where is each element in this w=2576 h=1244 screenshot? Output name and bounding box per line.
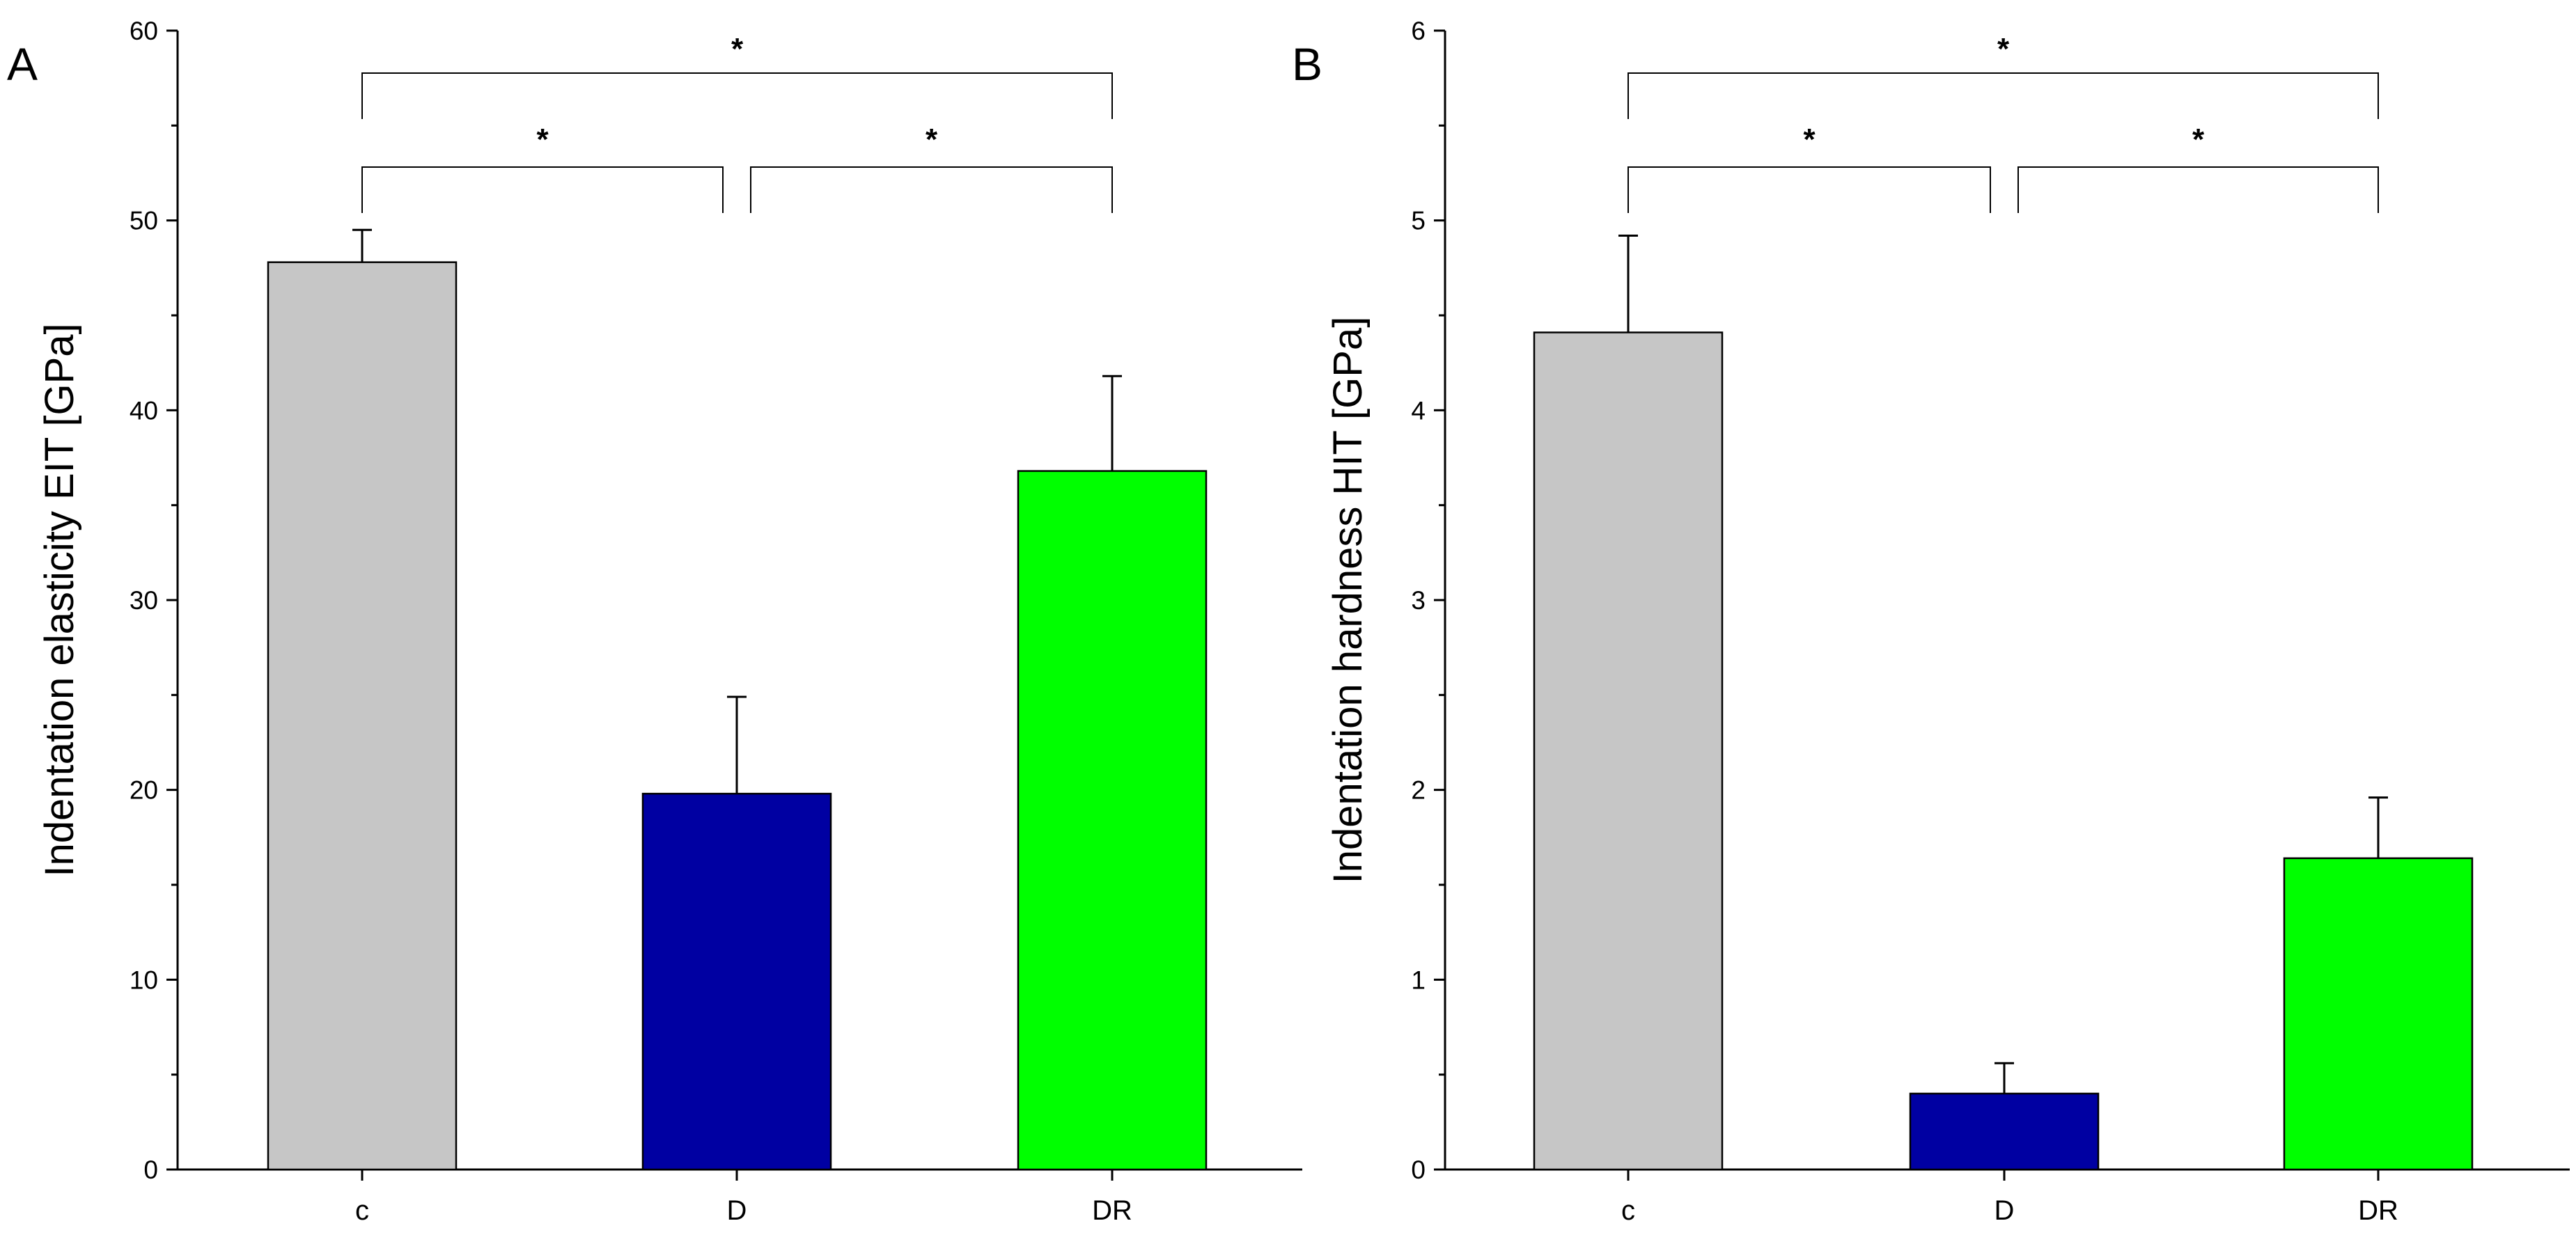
panel-b: B 0 1 2 3 4 5 6 Indentation hardness HIT [GPa] c D…	[1292, 17, 2570, 1226]
y-tick-label: 4	[1411, 396, 1426, 425]
significance-marker: *	[926, 123, 938, 157]
y-tick-label: 5	[1411, 207, 1426, 235]
y-tick-label: 50	[130, 207, 158, 235]
significance-bracket	[1627, 72, 2379, 119]
significance-marker: *	[731, 32, 744, 66]
significance-marker: *	[2192, 123, 2205, 157]
significance-marker: *	[1997, 32, 2010, 66]
significance-bracket	[1627, 166, 1991, 213]
y-tick-label: 6	[1411, 17, 1426, 45]
y-tick-label: 0	[143, 1156, 158, 1184]
x-tick-label: D	[1995, 1195, 2015, 1226]
panel-a: A 0 10 20 30 40 50 60 Indentation elasticity EIT…	[7, 17, 1302, 1226]
panel-label: B	[1292, 38, 1322, 90]
significance-bracket	[361, 166, 724, 213]
y-tick-label: 20	[130, 776, 158, 805]
bar-c	[267, 261, 458, 1171]
y-axis-label: Indentation hardness HIT [GPa]	[1325, 317, 1371, 884]
y-tick-label: 60	[130, 17, 158, 45]
x-tick-label: c	[355, 1195, 369, 1226]
y-tick-label: 0	[1411, 1156, 1426, 1184]
y-tick-label: 3	[1411, 586, 1426, 615]
significance-bracket	[361, 72, 1113, 119]
significance-marker: *	[536, 123, 549, 157]
significance-bracket	[750, 166, 1113, 213]
y-tick-label: 10	[130, 966, 158, 994]
bar-c	[1533, 331, 1724, 1171]
x-tick-label: c	[1621, 1195, 1635, 1226]
significance-bracket	[2017, 166, 2379, 213]
y-tick-label: 40	[130, 396, 158, 425]
bar-DR	[2283, 857, 2474, 1171]
bar-DR	[1017, 470, 1208, 1171]
bar-D	[641, 792, 832, 1171]
x-tick-label: D	[727, 1195, 747, 1226]
bar-D	[1909, 1092, 2100, 1171]
significance-marker: *	[1803, 123, 1816, 157]
panel-label: A	[7, 38, 38, 90]
y-tick-label: 2	[1411, 776, 1426, 805]
x-tick-label: DR	[2358, 1195, 2398, 1226]
y-tick-label: 30	[130, 586, 158, 615]
y-tick-label: 1	[1411, 966, 1426, 994]
y-axis-label: Indentation elasticity EIT [GPa]	[37, 323, 82, 876]
x-tick-label: DR	[1092, 1195, 1132, 1226]
